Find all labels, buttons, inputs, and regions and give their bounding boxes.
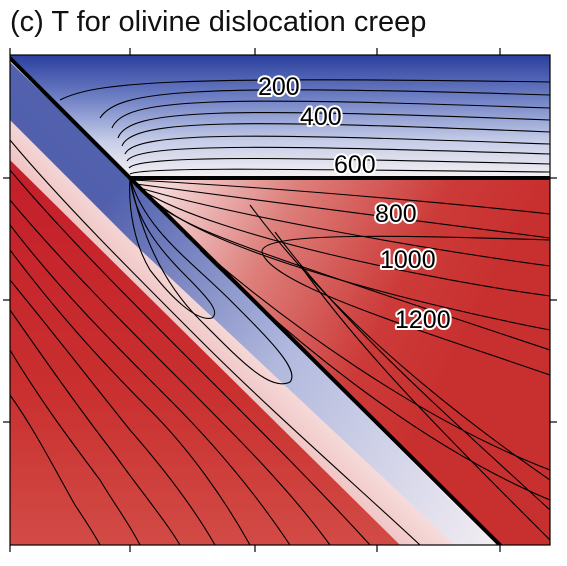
contour-lines-slab bbox=[10, 139, 550, 545]
chart-title: (c) T for olivine dislocation creep bbox=[10, 6, 427, 38]
contour-lines-upper bbox=[59, 79, 550, 175]
mantle-wedge bbox=[130, 178, 550, 545]
contour-label-1200: 1200 bbox=[395, 306, 451, 334]
contour-label-1000: 1000 bbox=[380, 246, 436, 274]
contour-lines-wedge bbox=[131, 179, 550, 501]
upper-plate bbox=[10, 55, 550, 178]
plate-boundaries bbox=[10, 56, 550, 545]
contour-label-200: 200 bbox=[258, 73, 300, 101]
contour-label-400: 400 bbox=[300, 103, 342, 131]
axis-ticks bbox=[3, 48, 557, 552]
contour-label-800: 800 bbox=[375, 200, 417, 228]
contour-label-600: 600 bbox=[334, 151, 376, 179]
